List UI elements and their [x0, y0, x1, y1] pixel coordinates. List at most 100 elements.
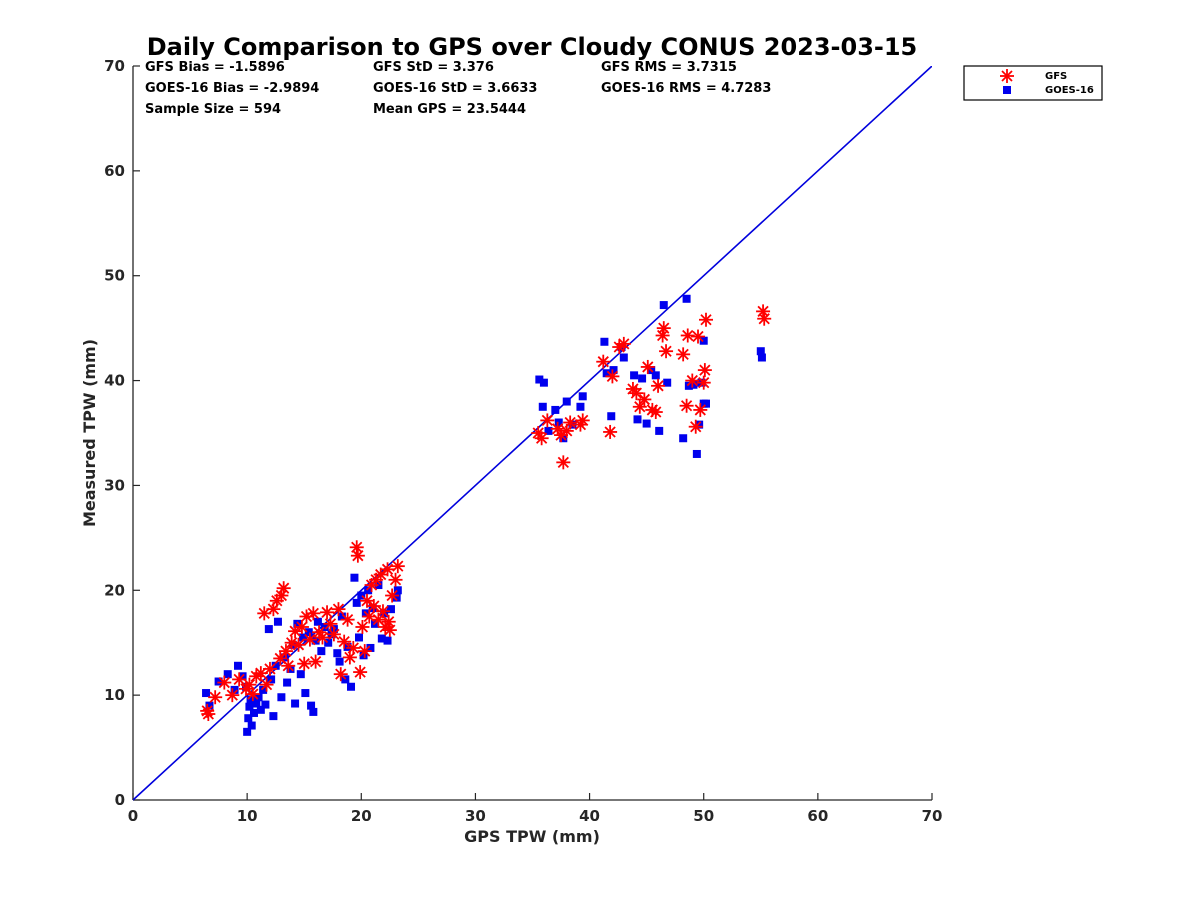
goes16-point [333, 649, 342, 658]
goes16-point [256, 705, 265, 714]
gfs-point [244, 686, 261, 702]
goes16-point [234, 661, 243, 670]
gfs-point [345, 640, 362, 656]
goes16-point [682, 294, 691, 303]
gfs-point [698, 311, 714, 328]
x-tick-label: 50 [693, 807, 714, 825]
goes16-point [243, 727, 252, 736]
goes16-point [756, 347, 765, 356]
goes16-point [659, 301, 668, 310]
gfs-point [692, 402, 709, 418]
gfs-point [679, 327, 696, 344]
gfs-point [695, 374, 712, 391]
stat-gfs-std: GFS StD = 3.376 [373, 60, 494, 75]
goes16-point [535, 375, 544, 384]
goes16-point [562, 397, 571, 406]
goes16-point [205, 701, 214, 710]
x-tick-label: 40 [579, 807, 600, 825]
goes16-point [684, 381, 693, 390]
goes16-point [350, 573, 359, 582]
gfs-point [302, 631, 318, 648]
goes16-point [357, 591, 366, 600]
x-tick-label: 70 [922, 807, 943, 825]
gfs-point [696, 362, 713, 378]
gfs-point [349, 547, 366, 564]
goes16-point [383, 636, 392, 645]
stat-goes-rms: GOES-16 RMS = 4.7283 [601, 81, 771, 96]
y-tick-label: 60 [104, 162, 125, 180]
gfs-point [207, 689, 224, 706]
stat-mean-gps: Mean GPS = 23.5444 [373, 102, 526, 117]
goes16-point [291, 699, 300, 708]
goes16-point [355, 633, 364, 642]
stat-gfs-rms: GFS RMS = 3.7315 [601, 60, 737, 75]
goes16-point [538, 402, 547, 411]
goes16-point [544, 426, 553, 435]
goes16-point [223, 670, 232, 679]
goes16-point [392, 593, 401, 602]
gfs-point [639, 359, 656, 375]
goes16-point [352, 598, 361, 607]
goes16-point [539, 378, 548, 387]
y-tick-label: 20 [104, 581, 125, 599]
goes16-point [283, 678, 292, 687]
goes16-point [359, 651, 368, 660]
goes16-point [699, 336, 708, 345]
goes16-point [317, 647, 326, 656]
y-tick-label: 10 [104, 686, 125, 704]
goes16-point [663, 378, 672, 387]
goes16-point [254, 693, 263, 702]
stats-block: GFS Bias = -1.5896 GFS StD = 3.376 GFS R… [145, 60, 771, 117]
goes16-point [633, 415, 642, 424]
gfs-point [562, 414, 579, 431]
goes16-point [607, 412, 616, 421]
goes16-point [252, 699, 261, 708]
goes16-point [701, 399, 710, 408]
x-tick-label: 0 [128, 807, 138, 825]
y-tick-label: 50 [104, 267, 125, 285]
goes16-point [214, 677, 223, 686]
goes16-point [311, 636, 320, 645]
goes16-point [273, 617, 282, 626]
goes16-point [335, 657, 344, 666]
goes16-point [393, 586, 402, 595]
goes16-point [679, 434, 688, 443]
goes16-point [296, 670, 305, 679]
goes16-point [600, 337, 609, 346]
gfs-point [330, 601, 347, 618]
goes16-point [264, 625, 273, 634]
goes16-point [609, 366, 618, 375]
goes16-point [642, 419, 651, 428]
goes16-point [337, 612, 346, 621]
legend-goes-label: GOES-16 [1045, 85, 1094, 96]
gfs-point [262, 661, 278, 677]
goes16-point [366, 643, 375, 652]
gfs-point [655, 320, 672, 337]
gfs-point [336, 633, 353, 650]
gfs-point [319, 604, 335, 621]
gfs-point [258, 676, 275, 693]
goes16-point [277, 693, 286, 702]
goes16-point [347, 682, 356, 691]
goes16-point [692, 449, 701, 458]
goes16-point [247, 721, 256, 730]
goes16-point [343, 642, 352, 651]
y-axis-label: Measured TPW (mm) [80, 339, 99, 527]
goes16-point [307, 701, 316, 710]
stat-sample-size: Sample Size = 594 [145, 102, 281, 117]
goes16-point [246, 695, 255, 704]
gfs-point [224, 687, 241, 704]
axis-ticks: 0 10 20 30 40 50 60 70 0 10 20 30 40 50 60 70 [104, 57, 942, 825]
goes16-point [269, 712, 278, 721]
gfs-point [314, 629, 331, 646]
goes16-point [578, 392, 587, 401]
goes16-point [324, 638, 333, 647]
goes16-point [602, 369, 611, 378]
goes16-point [244, 714, 253, 723]
goes16-point [202, 689, 211, 698]
goes16-point [245, 702, 254, 711]
x-tick-label: 60 [807, 807, 828, 825]
gfs-point [379, 561, 396, 578]
goes16-point [651, 371, 660, 380]
